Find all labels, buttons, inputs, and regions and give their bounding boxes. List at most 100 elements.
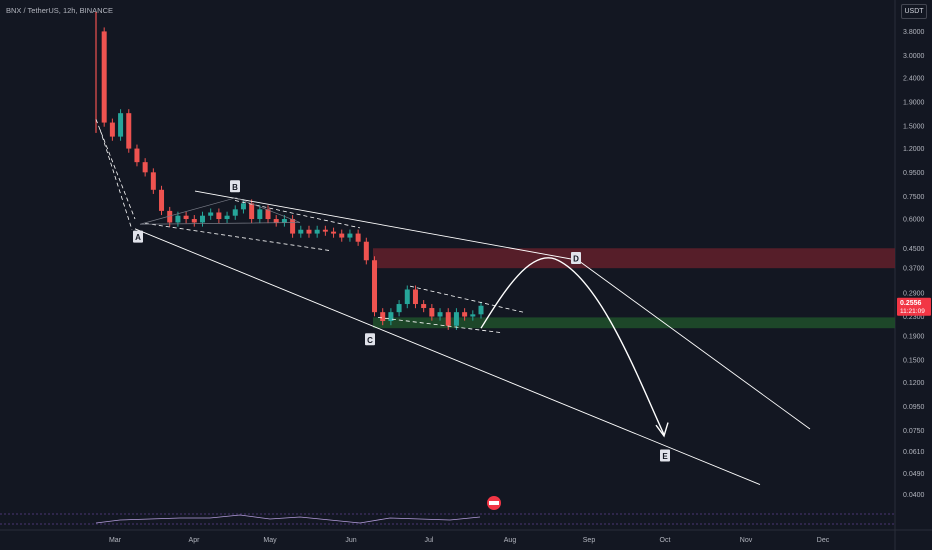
y-tick-label: 2.4000 [903,76,925,83]
candle [445,312,451,326]
x-tick-label: Apr [189,537,201,544]
wave-label-a: A [135,233,141,242]
support-zone [373,317,895,329]
wave-label-d: D [573,254,579,263]
x-tick-label: Sep [583,537,596,544]
y-tick-label: 0.4500 [903,246,925,253]
candle [273,219,279,223]
y-tick-label: 0.2300 [903,314,925,321]
y-tick-label: 0.0400 [903,492,925,499]
candle [478,305,484,315]
current-price: 0.2556 [900,300,922,307]
candle [339,233,345,238]
candle [199,215,205,223]
candle [167,210,173,223]
y-tick-label: 3.0000 [903,53,925,60]
y-tick-label: 0.1200 [903,380,925,387]
y-tick-label: 3.8000 [903,29,925,36]
upper-channel-line [194,190,579,261]
wave-label-box [230,180,240,193]
wedge-line [144,222,331,251]
wedge-line [409,285,524,313]
y-tick-label: 0.9500 [903,170,925,177]
projection-arc [480,257,665,435]
wedge-triangle [139,197,301,225]
y-tick-label: 1.9000 [903,99,925,106]
candle [175,215,181,223]
candle [159,189,165,211]
x-tick-label: Jun [345,537,356,544]
wave-label-box [571,251,581,264]
x-tick-label: Nov [740,537,753,544]
candle [314,229,320,234]
candle [191,219,197,223]
y-tick-label: 0.3700 [903,266,925,273]
candle [224,215,230,220]
currency-badge[interactable]: USDT [901,4,927,19]
event-marker-glyph [489,501,499,505]
y-tick-label: 0.0610 [903,449,925,456]
y-tick-label: 1.2000 [903,146,925,153]
candle [412,289,418,305]
wave-label-e: E [662,452,668,461]
candle [281,219,287,223]
candle [347,233,353,238]
candle [290,219,296,234]
lower-channel-line [134,228,761,486]
x-tick-label: Dec [817,537,830,544]
candle [437,312,443,317]
candle [257,209,263,220]
candle [380,312,386,322]
current-price-tag [897,297,931,316]
y-tick-label: 0.0950 [903,404,925,411]
candle [126,113,132,149]
candle [183,215,189,220]
wave-label-box [133,230,143,243]
breakdown-line [577,259,811,430]
wave-label-box [660,449,670,462]
candle [306,229,312,234]
x-tick-label: May [263,537,277,544]
candle [150,172,156,190]
candle [232,209,238,216]
candle [462,312,468,317]
candle [109,122,115,137]
wave-label-box [365,333,375,346]
candle [331,231,337,234]
candle [404,289,410,305]
candle [322,229,328,232]
y-tick-label: 0.1500 [903,357,925,364]
y-tick-label: 1.5000 [903,123,925,130]
candle [363,241,369,261]
wedge-line [99,129,133,230]
candle [396,304,402,313]
candle [355,233,361,242]
candle [372,260,378,313]
chart-title: BNX / TetherUS, 12h, BINANCE [6,6,113,15]
projection-arrowhead [655,422,669,438]
x-tick-label: Jul [425,537,434,544]
candle [249,203,255,220]
candle [142,162,148,173]
wave-label-b: B [232,183,238,192]
candle [216,212,222,220]
candle [421,304,427,309]
candle [118,113,124,137]
x-tick-label: Aug [504,537,517,544]
candle [265,209,271,220]
candle [101,31,107,123]
candle [134,148,140,163]
y-tick-label: 0.7500 [903,194,925,201]
x-tick-label: Oct [660,537,671,544]
candle [453,312,459,326]
indicator-line [95,514,481,524]
resistance-zone [373,248,895,269]
candle [298,229,304,234]
candle [240,203,246,210]
wave-label-c: C [367,336,373,345]
candle [208,212,214,216]
candle [388,312,394,322]
y-tick-label: 0.1900 [903,333,925,340]
